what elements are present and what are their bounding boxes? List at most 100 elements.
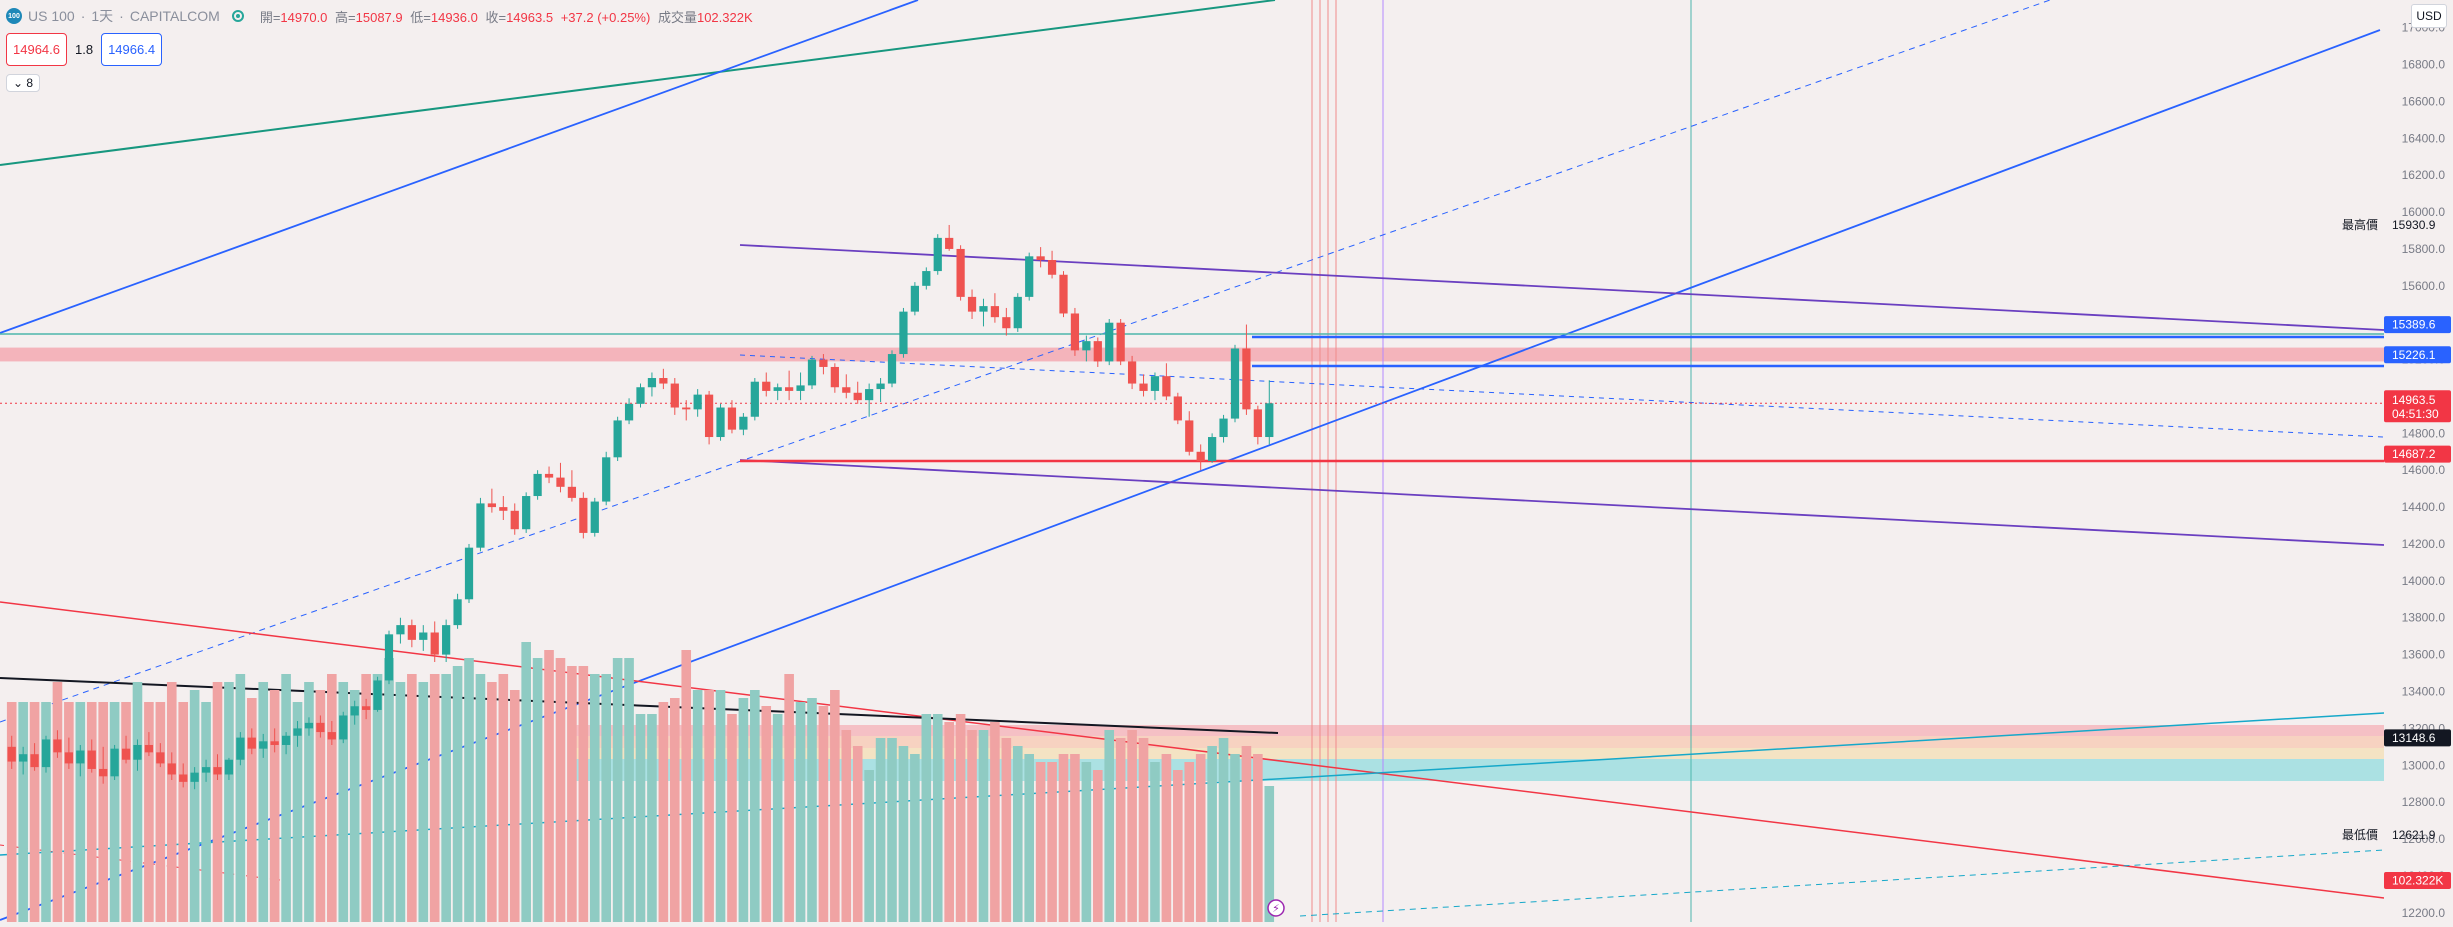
cyan-dash-line	[1299, 849, 2385, 917]
candle-body	[281, 735, 291, 745]
price-badge-2: 15226.1	[2392, 348, 2436, 362]
price-axis: 17000.016800.016600.016400.016200.016000…	[1267, 0, 2453, 922]
axis-tick-label: 16400.0	[2402, 131, 2446, 145]
axis-tick-label: 12800.0	[2402, 795, 2446, 809]
volume-bar	[464, 658, 474, 922]
green-trend-line	[0, 0, 1276, 166]
candle-body	[636, 387, 645, 404]
candle-body	[1047, 260, 1057, 275]
indicators-count: 8	[26, 76, 34, 90]
volume-bar	[144, 702, 154, 922]
interval[interactable]: 1天	[91, 8, 114, 24]
volume-bar	[612, 658, 623, 922]
candle-body	[190, 772, 199, 782]
candle-body	[693, 394, 702, 410]
volume-bar	[967, 730, 977, 922]
candle-body	[590, 501, 599, 533]
axis-tick-label: 14000.0	[2402, 574, 2446, 588]
spread-value: 1.8	[75, 42, 94, 57]
volume-bar	[1264, 786, 1275, 922]
volume-bar	[1195, 754, 1206, 922]
volume-bar	[1070, 754, 1080, 922]
symbol-name[interactable]: US 100	[28, 8, 75, 24]
volume-layer	[6, 642, 1275, 922]
volume-bar	[384, 658, 394, 922]
currency-selector[interactable]: USD	[2411, 4, 2447, 28]
volume-bar	[1230, 754, 1240, 922]
axis-tick-label: 13600.0	[2402, 648, 2446, 662]
candle-body	[339, 715, 348, 740]
candle-body	[865, 389, 874, 401]
candle-body	[967, 296, 977, 312]
symbol-logo-icon: 100	[6, 8, 22, 24]
volume-bar	[269, 690, 280, 922]
candle-body	[602, 457, 611, 502]
candle-body	[1173, 396, 1182, 421]
price-badge-5-bg	[2384, 872, 2451, 890]
open-value: 14970.0	[280, 9, 328, 25]
blue-dash-line	[739, 354, 2385, 438]
candle-body	[201, 767, 211, 773]
volume-bar	[1081, 762, 1092, 922]
high-value: 15930.9	[2392, 218, 2436, 232]
candle-body	[785, 387, 794, 391]
sell-button[interactable]: 14964.6	[6, 33, 67, 66]
candle-body	[1139, 383, 1148, 391]
candle-body	[910, 285, 919, 312]
volume-bar	[921, 714, 932, 922]
volume-bar	[475, 674, 486, 922]
volume-bar	[567, 666, 577, 922]
channel-upper-line	[0, 0, 919, 334]
axis-tick-label: 16200.0	[2402, 168, 2446, 182]
axis-tick-label: 13400.0	[2402, 685, 2446, 699]
volume-bar	[589, 674, 600, 922]
candle-body	[1253, 409, 1262, 438]
candle-body	[464, 547, 474, 600]
candle-body	[316, 722, 325, 733]
volume-bar	[395, 682, 406, 922]
price-badge-3: 14687.2	[2392, 447, 2436, 461]
candle-body	[167, 763, 176, 775]
indicators-collapse-button[interactable]: ⌄ 8	[6, 74, 41, 92]
symbol-legend[interactable]: 100 US 100 · 1天 · CAPITALCOM 開=14970.0 高…	[6, 6, 753, 26]
candle-body	[430, 632, 439, 655]
volume-bar	[1253, 754, 1263, 922]
buy-button[interactable]: 14966.4	[101, 33, 163, 66]
open-label: 開=	[259, 9, 281, 25]
volume-bar	[955, 714, 966, 922]
volume-bar	[201, 702, 211, 922]
low-label: 最低價	[2342, 828, 2378, 842]
volume-bar	[727, 714, 737, 922]
volume-bar	[132, 682, 143, 922]
volume-bar	[635, 714, 646, 922]
candle-body	[647, 378, 657, 388]
volume-bar	[1218, 738, 1229, 922]
candle-body	[53, 739, 62, 753]
volume-bar	[189, 690, 200, 922]
high-badge-bg	[2384, 216, 2451, 233]
volume-bar	[52, 682, 63, 922]
price-badge-2-bg	[2384, 346, 2451, 364]
countdown-label: 04:51:30	[2392, 407, 2439, 421]
price-badge-1-bg	[2384, 316, 2451, 334]
volume-bar	[521, 642, 531, 922]
volume-bar	[121, 702, 131, 922]
candle-body	[144, 744, 154, 753]
volume-bar	[658, 702, 669, 922]
volume-bar	[852, 746, 863, 922]
axis-tick-label: 13000.0	[2402, 758, 2446, 772]
volume-bar	[1184, 762, 1195, 922]
candle-body	[373, 680, 382, 710]
candle-body	[304, 722, 314, 729]
data-source[interactable]: CAPITALCOM	[129, 8, 220, 24]
candle-body	[716, 407, 725, 438]
candle-body	[476, 503, 485, 548]
volume-bar	[532, 658, 543, 922]
candle-body	[350, 706, 359, 716]
volume-bar	[875, 738, 886, 922]
candle-body	[624, 403, 634, 421]
candle-body	[362, 706, 371, 710]
volume-bar	[669, 698, 680, 922]
